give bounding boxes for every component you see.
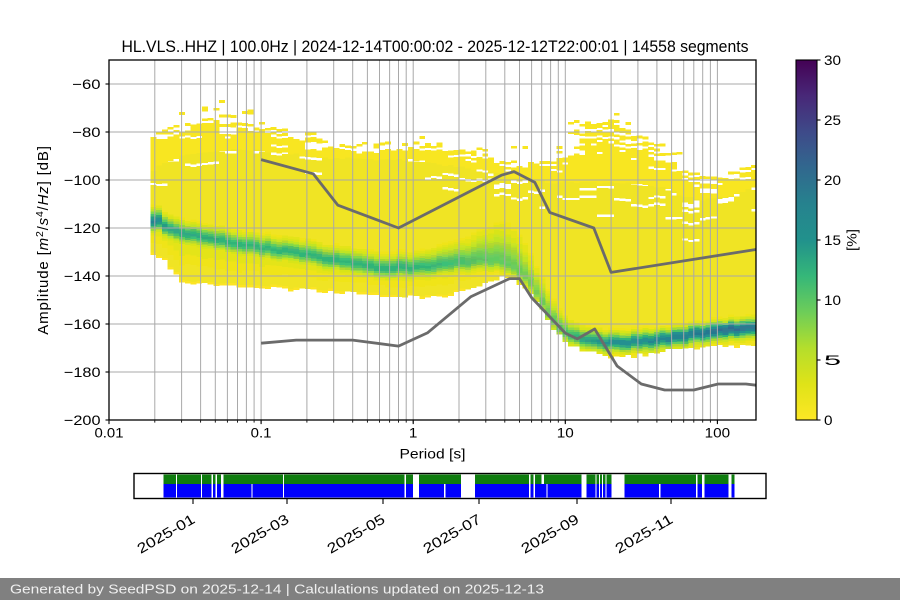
svg-text:[%]: [%] [845, 229, 861, 251]
svg-text:10: 10 [824, 293, 841, 309]
svg-text:0.1: 0.1 [251, 426, 272, 442]
svg-text:20: 20 [824, 173, 841, 189]
svg-text:10: 10 [557, 426, 574, 442]
svg-text:15: 15 [824, 233, 841, 249]
svg-text:Generated by SeedPSD on 2025-1: Generated by SeedPSD on 2025-12-14 | Cal… [10, 581, 544, 596]
svg-text:−200: −200 [64, 413, 101, 429]
svg-text:−60: −60 [72, 77, 100, 93]
svg-text:−120: −120 [64, 221, 101, 237]
svg-text:HL.VLS..HHZ | 100.0Hz | 2024-1: HL.VLS..HHZ | 100.0Hz | 2024-12-14T00:00… [122, 38, 749, 56]
svg-text:−80: −80 [72, 125, 100, 141]
svg-text:−160: −160 [64, 317, 101, 333]
svg-text:0: 0 [824, 413, 833, 429]
svg-text:−140: −140 [64, 269, 101, 285]
svg-text:Period [s]: Period [s] [400, 447, 466, 463]
svg-text:1: 1 [409, 426, 418, 442]
svg-text:0.01: 0.01 [95, 426, 124, 442]
svg-text:Amplitude [m2/s4/Hz] [dB]: Amplitude [m2/s4/Hz] [dB] [34, 145, 52, 335]
svg-text:5: 5 [824, 353, 841, 369]
svg-text:100: 100 [705, 426, 731, 442]
svg-text:−180: −180 [64, 365, 101, 381]
svg-text:30: 30 [824, 53, 841, 69]
svg-text:−100: −100 [64, 173, 101, 189]
svg-text:25: 25 [824, 113, 841, 129]
